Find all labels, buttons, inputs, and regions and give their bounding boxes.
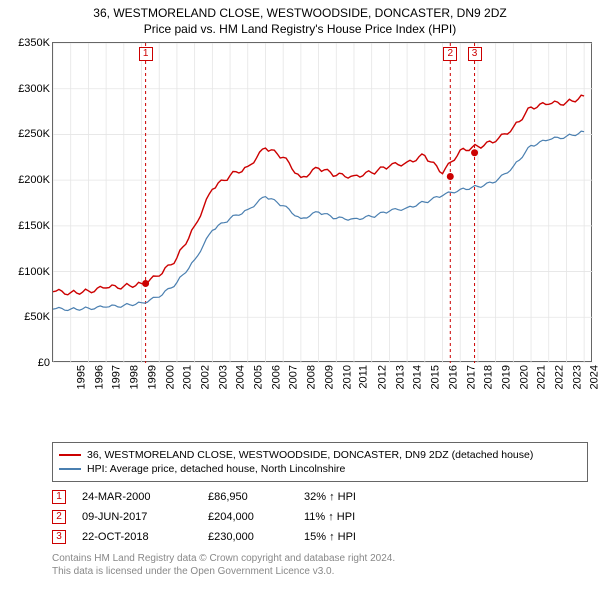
- sale-dot: [471, 149, 478, 156]
- sale-date: 22-OCT-2018: [82, 531, 192, 543]
- sale-marker-num: 2: [52, 510, 66, 524]
- x-tick-label: 2000: [164, 365, 176, 389]
- sale-price: £204,000: [208, 511, 288, 523]
- sale-price: £86,950: [208, 491, 288, 503]
- chart-area: £0£50K£100K£150K£200K£250K£300K£350K1995…: [8, 42, 592, 402]
- sales-table: 1 24-MAR-2000 £86,950 32% ↑ HPI 2 09-JUN-2017…: [52, 490, 572, 544]
- x-tick-label: 2023: [571, 365, 583, 389]
- sale-dot: [142, 280, 149, 287]
- x-tick-label: 2013: [394, 365, 406, 389]
- x-tick-label: 2011: [358, 365, 370, 389]
- x-tick-label: 2005: [253, 365, 265, 389]
- footnote-line1: Contains HM Land Registry data © Crown c…: [52, 552, 592, 565]
- x-tick-label: 1996: [93, 365, 105, 389]
- sale-diff: 32% ↑ HPI: [304, 491, 404, 503]
- y-tick-label: £200K: [10, 174, 50, 186]
- title-address: 36, WESTMORELAND CLOSE, WESTWOODSIDE, DO…: [8, 6, 592, 20]
- chart-svg: [53, 43, 593, 363]
- sale-date: 24-MAR-2000: [82, 491, 192, 503]
- sale-row: 3 22-OCT-2018 £230,000 15% ↑ HPI: [52, 530, 572, 544]
- x-tick-label: 1995: [75, 365, 87, 389]
- x-tick-label: 1997: [111, 365, 123, 389]
- sale-price: £230,000: [208, 531, 288, 543]
- chart-title-block: 36, WESTMORELAND CLOSE, WESTWOODSIDE, DO…: [8, 6, 592, 36]
- y-tick-label: £300K: [10, 83, 50, 95]
- sale-marker-num: 3: [52, 530, 66, 544]
- x-tick-label: 2022: [554, 365, 566, 389]
- legend-row: HPI: Average price, detached house, Nort…: [59, 463, 581, 475]
- sale-marker-num: 1: [52, 490, 66, 504]
- x-tick-label: 2008: [306, 365, 318, 389]
- legend-swatch: [59, 468, 81, 470]
- x-tick-label: 2014: [412, 365, 424, 389]
- legend-label: HPI: Average price, detached house, Nort…: [87, 463, 345, 475]
- sale-date: 09-JUN-2017: [82, 511, 192, 523]
- x-tick-label: 2007: [288, 365, 300, 389]
- x-tick-label: 2016: [447, 365, 459, 389]
- x-tick-label: 2021: [536, 365, 548, 389]
- legend: 36, WESTMORELAND CLOSE, WESTWOODSIDE, DO…: [52, 442, 588, 482]
- y-tick-label: £50K: [10, 311, 50, 323]
- x-tick-label: 2010: [341, 365, 353, 389]
- x-tick-label: 2001: [182, 365, 194, 389]
- sale-dot: [447, 173, 454, 180]
- x-tick-label: 2003: [217, 365, 229, 389]
- sale-diff: 11% ↑ HPI: [304, 511, 404, 523]
- plot-box: £0£50K£100K£150K£200K£250K£300K£350K1995…: [52, 42, 592, 362]
- sale-marker-flag: 2: [443, 47, 457, 61]
- x-tick-label: 2018: [483, 365, 495, 389]
- y-tick-label: £0: [10, 357, 50, 369]
- x-tick-label: 2015: [430, 365, 442, 389]
- y-tick-label: £350K: [10, 37, 50, 49]
- legend-swatch: [59, 454, 81, 456]
- y-tick-label: £100K: [10, 266, 50, 278]
- y-tick-label: £250K: [10, 128, 50, 140]
- legend-label: 36, WESTMORELAND CLOSE, WESTWOODSIDE, DO…: [87, 449, 533, 461]
- footnote-line2: This data is licensed under the Open Gov…: [52, 565, 592, 578]
- x-tick-label: 2002: [199, 365, 211, 389]
- x-tick-label: 2017: [465, 365, 477, 389]
- footnote: Contains HM Land Registry data © Crown c…: [52, 552, 592, 578]
- x-tick-label: 2019: [500, 365, 512, 389]
- y-tick-label: £150K: [10, 220, 50, 232]
- title-subtitle: Price paid vs. HM Land Registry's House …: [8, 22, 592, 36]
- x-tick-label: 1999: [146, 365, 158, 389]
- x-tick-label: 2004: [235, 365, 247, 389]
- x-tick-label: 2024: [589, 365, 600, 389]
- x-tick-label: 2012: [376, 365, 388, 389]
- sale-marker-flag: 1: [139, 47, 153, 61]
- x-tick-label: 2006: [270, 365, 282, 389]
- legend-row: 36, WESTMORELAND CLOSE, WESTWOODSIDE, DO…: [59, 449, 581, 461]
- x-tick-label: 1998: [129, 365, 141, 389]
- sale-row: 2 09-JUN-2017 £204,000 11% ↑ HPI: [52, 510, 572, 524]
- sale-diff: 15% ↑ HPI: [304, 531, 404, 543]
- sale-marker-flag: 3: [468, 47, 482, 61]
- sale-row: 1 24-MAR-2000 £86,950 32% ↑ HPI: [52, 490, 572, 504]
- x-tick-label: 2020: [518, 365, 530, 389]
- x-tick-label: 2009: [323, 365, 335, 389]
